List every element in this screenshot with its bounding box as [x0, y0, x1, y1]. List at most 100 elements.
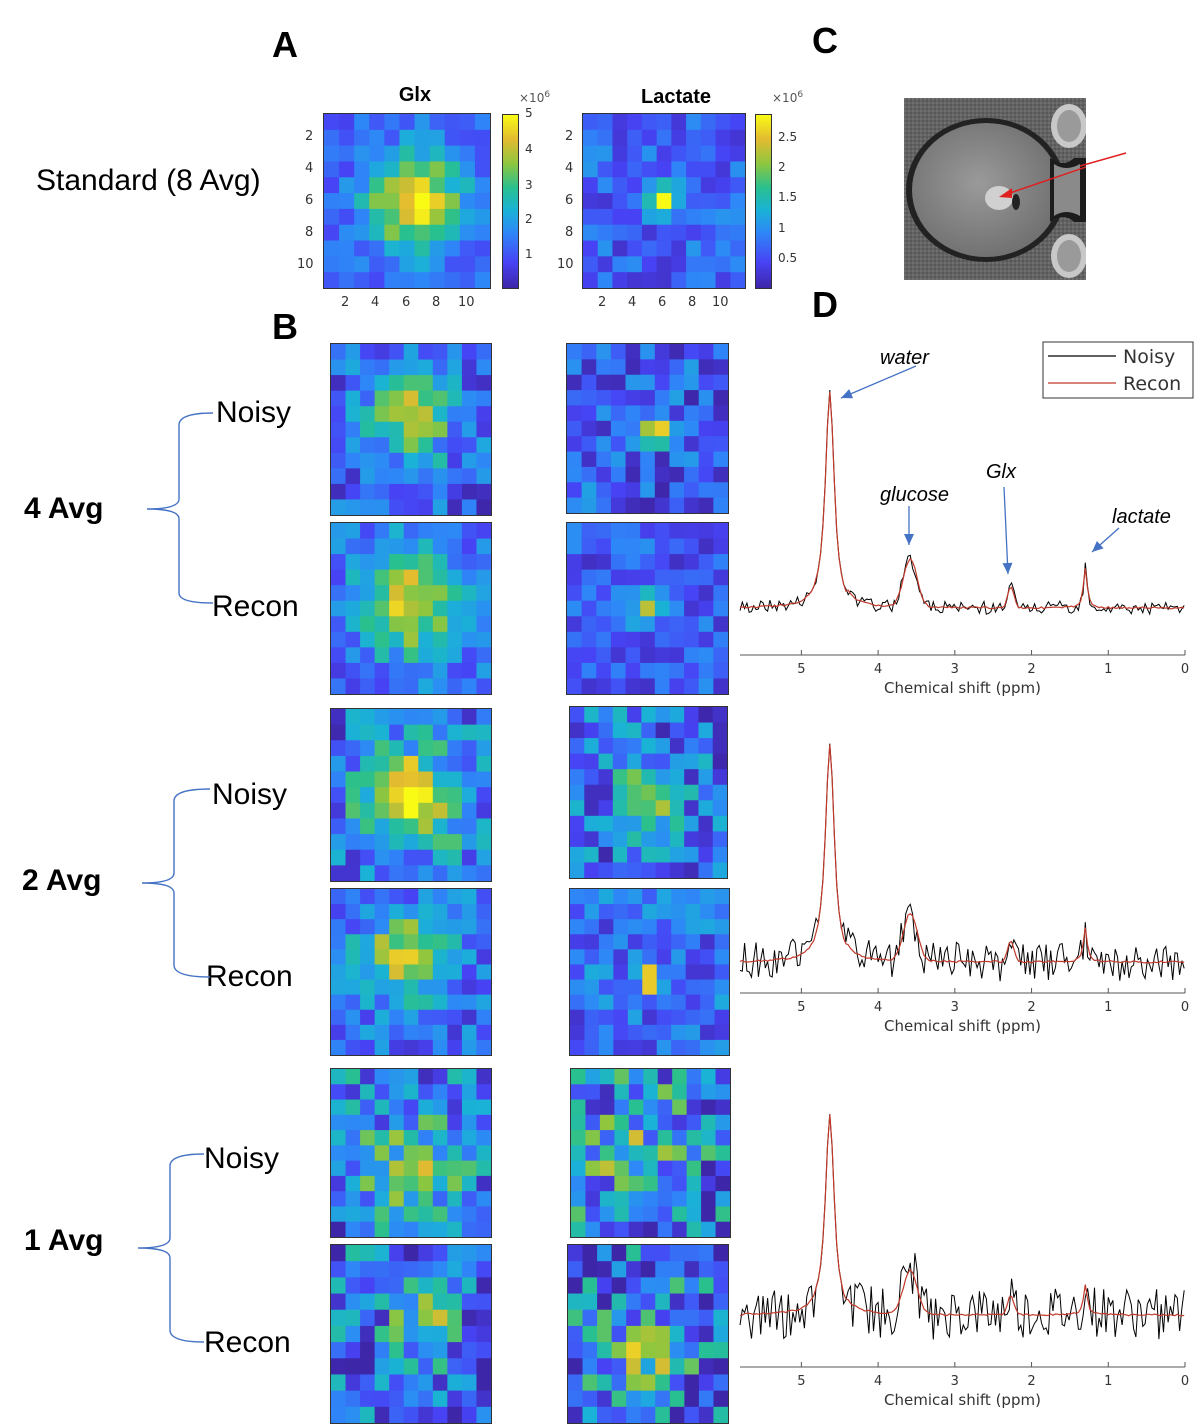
heatmap-cell — [345, 979, 361, 996]
heatmap-cell — [461, 1009, 478, 1026]
heatmap-cell — [345, 1261, 361, 1278]
heatmap-cell — [476, 1114, 491, 1131]
heatmap-cell — [374, 483, 390, 501]
heatmap-cell — [474, 272, 490, 288]
tick: 8 — [565, 225, 574, 240]
heatmap-cell — [700, 1024, 716, 1041]
heatmap-cell — [447, 616, 463, 633]
heatmap-grid — [570, 889, 729, 1055]
heatmap-cell — [476, 771, 491, 788]
heatmap-cell — [568, 1277, 584, 1295]
heatmap-cell — [331, 1390, 347, 1408]
heatmap-cell — [360, 1390, 376, 1408]
heatmap-cell — [360, 1009, 376, 1026]
heatmap-cell — [612, 707, 628, 724]
heatmap-cell — [324, 208, 340, 226]
heatmap-cell — [669, 420, 685, 437]
heatmap-cell — [447, 1342, 463, 1359]
lac-4avg-recon-map — [566, 522, 729, 695]
heatmap-cell — [700, 240, 717, 257]
heatmap-cell — [331, 678, 347, 694]
heatmap-cell — [345, 421, 361, 438]
heatmap-cell — [730, 240, 745, 257]
heatmap-cell — [476, 1206, 491, 1223]
heatmap-cell — [403, 499, 419, 515]
heatmap-cell — [384, 256, 401, 273]
heatmap-cell — [345, 1039, 361, 1055]
heatmap-cell — [418, 1374, 434, 1392]
heatmap-cell — [714, 934, 729, 950]
heatmap-cell — [698, 662, 714, 680]
heatmap-cell — [403, 818, 419, 835]
heatmap-cell — [570, 722, 585, 739]
heatmap-cell — [403, 375, 419, 392]
heatmap-grid — [567, 523, 728, 694]
heatmap-cell — [374, 724, 390, 741]
heatmap-cell — [461, 569, 478, 586]
heatmap-cell — [584, 800, 600, 817]
heatmap-cell — [610, 523, 627, 540]
heatmap-cell — [684, 784, 700, 801]
heatmap-cell — [698, 800, 714, 817]
heatmap-cell — [389, 994, 405, 1011]
heatmap-cell — [567, 585, 583, 602]
heatmap-cell — [642, 889, 658, 905]
heatmap-cell — [613, 1039, 629, 1055]
heatmap-cell — [700, 919, 716, 935]
heatmap-cell — [389, 406, 405, 423]
heatmap-cell — [403, 904, 419, 920]
heatmap-cell — [596, 359, 612, 376]
heatmap-cell — [700, 193, 717, 210]
heatmap-cell — [384, 114, 401, 131]
glx-exp-power: 6 — [544, 90, 551, 100]
heatmap-cell — [714, 1039, 729, 1055]
legend-noisy-label: Noisy — [1123, 346, 1175, 368]
heatmap-cell — [626, 1309, 642, 1327]
heatmap-cell — [418, 740, 434, 757]
heatmap-cell — [447, 979, 463, 996]
heatmap-cell — [656, 994, 672, 1011]
heatmap-cell — [613, 994, 629, 1011]
heatmap-cell — [686, 1069, 702, 1085]
heatmap-cell — [642, 1024, 658, 1041]
heatmap-cell — [571, 1099, 587, 1116]
heatmap-cell — [626, 1358, 642, 1376]
heatmap-cell — [324, 161, 340, 178]
heatmap-cell — [331, 755, 347, 773]
heatmap-cell — [584, 1024, 600, 1041]
heatmap-cell — [389, 1342, 405, 1359]
heatmap-cell — [331, 1009, 347, 1026]
heatmap-cell — [418, 1145, 434, 1162]
heatmap-cell — [374, 904, 390, 920]
heatmap-cell — [418, 678, 434, 694]
heatmap-cell — [686, 1084, 702, 1101]
heatmap-cell — [432, 1325, 448, 1343]
heatmap-cell — [700, 208, 717, 226]
heatmap-cell — [698, 585, 714, 602]
heatmap-cell — [432, 1099, 448, 1116]
heatmap-cell — [655, 769, 671, 786]
glx-4avg-noisy-map — [330, 343, 492, 516]
heatmap-cell — [698, 569, 714, 586]
heatmap-cell — [713, 1325, 728, 1343]
heatmap-cell — [640, 1358, 656, 1376]
heatmap-cell — [447, 1024, 463, 1041]
heatmap-cell — [657, 1191, 673, 1208]
heatmap-cell — [669, 600, 685, 617]
heatmap-cell — [669, 647, 685, 664]
heatmap-cell — [581, 600, 597, 617]
heatmap-cell — [399, 272, 416, 288]
heatmap-cell — [669, 482, 685, 499]
heatmap-cell — [476, 865, 491, 881]
heatmap-cell — [713, 647, 728, 664]
heatmap-cell — [374, 468, 390, 485]
heatmap-cell — [345, 538, 361, 555]
heatmap-cell — [610, 420, 627, 437]
heatmap-cell — [339, 145, 355, 163]
heatmap-cell — [698, 451, 714, 468]
heatmap-cell — [583, 161, 599, 178]
heatmap-cell — [331, 554, 347, 571]
heatmap-cell — [447, 1145, 463, 1162]
heatmap-cell — [584, 979, 600, 996]
heatmap-cell — [418, 889, 434, 905]
